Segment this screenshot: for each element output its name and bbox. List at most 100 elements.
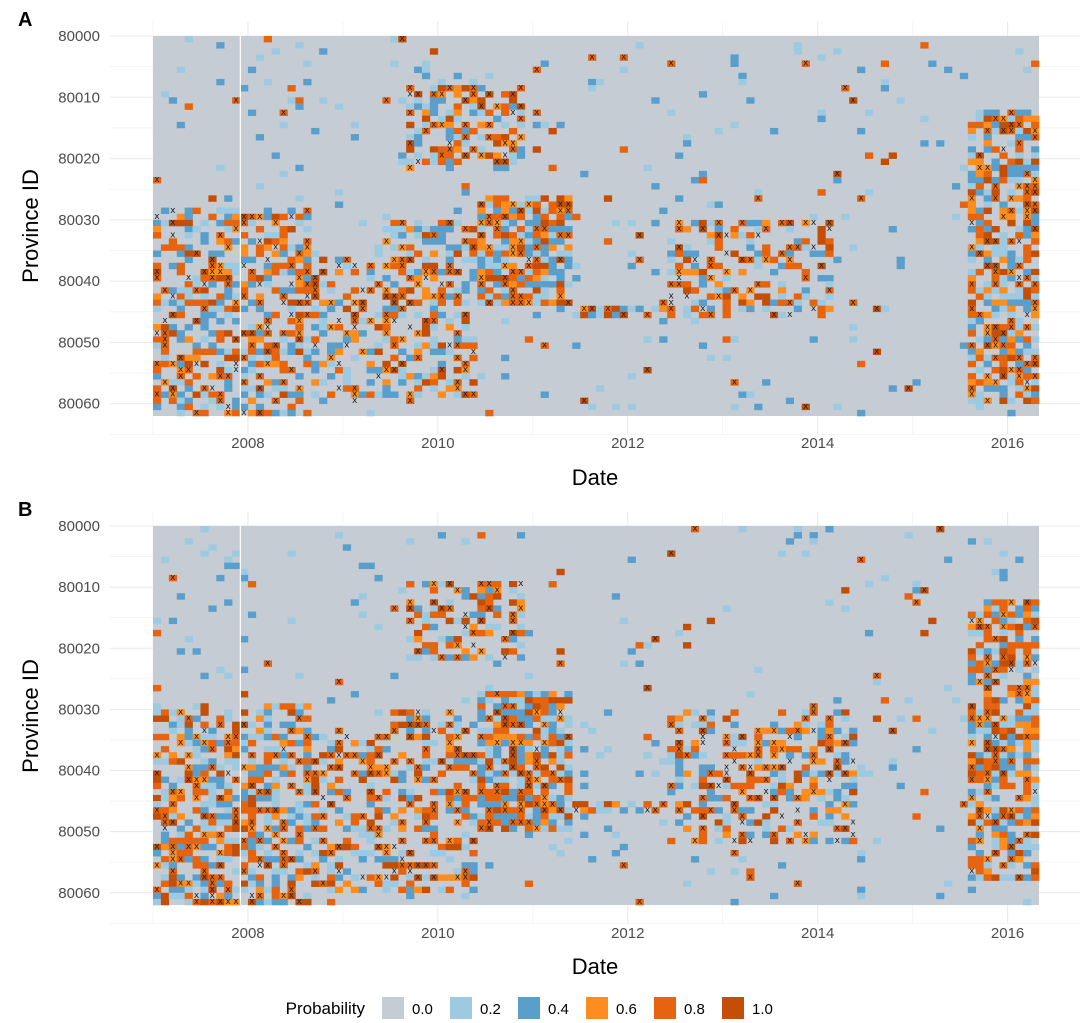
panel-a-heatmap-cell — [398, 348, 407, 356]
panel-a-heatmap-cell — [255, 385, 265, 392]
panel-b-heatmap-cell — [793, 526, 802, 533]
panel-b-heatmap-cell — [247, 837, 257, 845]
panel-a-heatmap-cell — [730, 60, 739, 67]
panel-a-heatmap-cell — [722, 275, 731, 282]
panel-b-heatmap-cell — [445, 758, 454, 765]
panel-b-heatmap-cell — [200, 782, 209, 790]
panel-b-heatmap-cell — [421, 623, 431, 631]
panel-b-heatmap-cell — [548, 776, 557, 784]
panel-a-heatmap-cell — [983, 360, 992, 368]
panel-a-heatmap-cell — [247, 268, 257, 276]
panel-a-event-marker: x — [170, 359, 176, 369]
panel-a-heatmap-cell — [817, 311, 826, 319]
panel-a-heatmap-cell — [564, 281, 573, 288]
panel-a-heatmap-cell — [445, 127, 454, 135]
panel-b-event-marker: x — [763, 775, 769, 785]
panel-b-event-marker: x — [170, 842, 176, 852]
panel-a-event-marker: x — [1032, 187, 1038, 197]
panel-b-event-marker: x — [835, 756, 841, 766]
legend-items: 0.0 0.2 0.4 0.6 0.8 1.0 — [382, 997, 773, 1019]
panel-a-event-marker: x — [1017, 273, 1023, 283]
panel-a-event-marker: x — [297, 384, 303, 394]
panel-b-heatmap-cell — [184, 721, 193, 729]
panel-b-heatmap-cell — [184, 880, 193, 887]
panel-a-heatmap-cell — [176, 121, 185, 129]
panel-b-heatmap-cell — [232, 727, 241, 735]
panel-a-heatmap-cell — [240, 256, 249, 264]
panel-b-heatmap-cell — [501, 636, 510, 643]
panel-b-heatmap-cell — [232, 758, 241, 765]
panel-b-heatmap-cell — [263, 782, 272, 790]
panel-a-heatmap-cell — [540, 219, 549, 227]
panel-a-heatmap-cell — [983, 195, 992, 202]
panel-a-heatmap-cell — [967, 268, 977, 276]
panel-a-event-marker: x — [558, 200, 564, 210]
panel-b-heatmap-cell — [224, 898, 233, 906]
panel-a-event-marker: x — [803, 218, 809, 228]
panel-b-heatmap-cell — [153, 862, 162, 869]
panel-b-heatmap-cell — [706, 709, 715, 716]
panel-b-heatmap-cell — [532, 770, 541, 777]
panel-a-heatmap-cell — [991, 195, 1000, 202]
panel-b-heatmap-cell — [762, 801, 771, 808]
panel-a-event-marker: x — [439, 279, 445, 289]
panel-a-event-marker: x — [407, 163, 413, 173]
panel-a-event-marker: x — [1017, 181, 1023, 191]
panel-b-heatmap-cell — [564, 837, 573, 845]
panel-a-heatmap-cell — [406, 103, 415, 110]
panel-a-heatmap-cell — [508, 238, 518, 245]
panel-a-heatmap-cell — [445, 219, 454, 227]
panel-b-heatmap-cell — [501, 721, 510, 729]
panel-a-heatmap-cell — [754, 293, 763, 300]
panel-b-heatmap-cell — [564, 697, 573, 704]
panel-a-event-marker: x — [233, 224, 239, 234]
panel-a-heatmap-cell — [208, 275, 217, 282]
panel-b-event-marker: x — [281, 824, 287, 834]
panel-a-heatmap-cell — [556, 268, 565, 276]
panel-a-heatmap-cell — [279, 409, 288, 417]
panel-a-heatmap-cell — [975, 317, 984, 325]
panel-a-heatmap-cell — [825, 219, 834, 227]
panel-b-heatmap-cell — [698, 715, 708, 722]
panel-b-heatmap-cell — [350, 813, 359, 820]
panel-a-event-marker: x — [510, 138, 516, 148]
panel-b-heatmap-cell — [698, 825, 708, 832]
panel-b-heatmap-cell — [643, 801, 652, 808]
panel-a-heatmap-cell — [437, 152, 446, 159]
panel-b-event-marker: x — [202, 738, 208, 748]
panel-b-event-marker: x — [811, 750, 817, 760]
panel-b-heatmap-cell — [390, 819, 399, 826]
panel-a-heatmap-cell — [975, 403, 984, 411]
panel-b-heatmap-cell — [1015, 611, 1024, 618]
panel-b-event-marker: x — [843, 824, 849, 834]
panel-a-heatmap-cell — [493, 115, 502, 123]
panel-b-heatmap-cell — [991, 770, 1000, 777]
panel-b-heatmap-cell — [540, 703, 549, 710]
panel-a-heatmap-cell — [334, 348, 344, 356]
panel-b-event-marker: x — [360, 812, 366, 822]
panel-b-heatmap-cell — [1031, 843, 1040, 851]
panel-b-heatmap-cell — [1007, 874, 1016, 881]
panel-b-heatmap-cell — [706, 868, 715, 875]
panel-b-heatmap-cell — [200, 862, 209, 869]
panel-a-heatmap-cell — [493, 256, 502, 264]
panel-b-event-marker: x — [431, 799, 437, 809]
panel-a-heatmap-cell — [754, 195, 763, 202]
panel-a-heatmap-cell — [1031, 324, 1040, 331]
panel-a-heatmap-cell — [271, 385, 280, 392]
panel-a-heatmap-cell — [1031, 183, 1040, 190]
panel-a-y-tick-label: 80030 — [58, 212, 100, 229]
panel-a-heatmap-cell — [247, 299, 257, 306]
panel-a-heatmap-cell — [184, 293, 193, 300]
panel-b-heatmap-cell — [540, 727, 549, 735]
panel-a-event-marker: x — [487, 243, 493, 253]
panel-b-heatmap-cell — [461, 538, 470, 545]
panel-b-heatmap-cell — [358, 813, 367, 820]
panel-a-heatmap-cell — [406, 373, 415, 380]
panel-a-event-marker: x — [320, 267, 326, 277]
panel-b-heatmap-cell — [263, 862, 272, 869]
panel-b-event-marker: x — [700, 793, 706, 803]
panel-a-event-marker: x — [360, 347, 366, 357]
panel-b-heatmap-cell — [967, 819, 977, 826]
panel-b-heatmap-cell — [445, 636, 454, 643]
